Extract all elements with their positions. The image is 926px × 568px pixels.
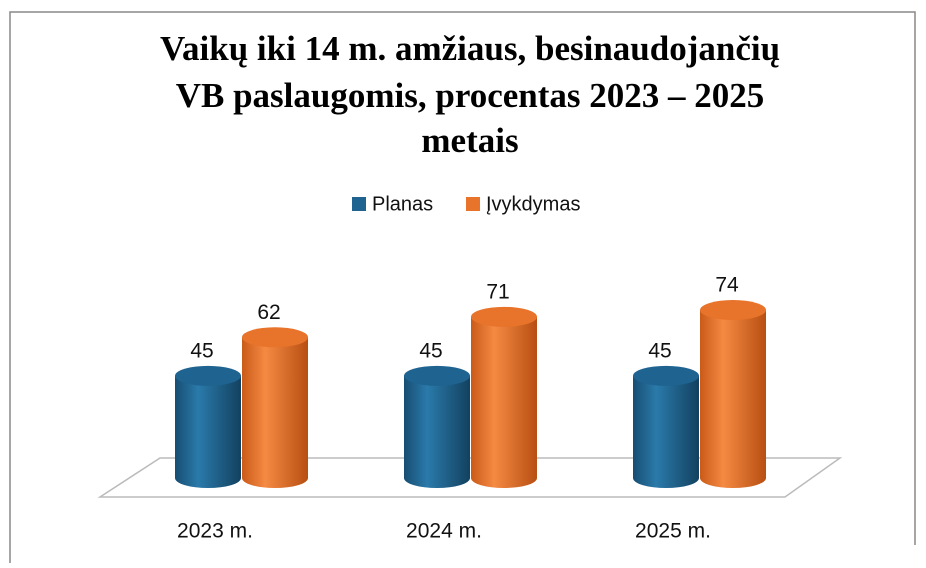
x-tick-label: 2025 m. — [635, 520, 711, 543]
x-tick-label: 2023 m. — [177, 520, 253, 543]
cylinder-top — [700, 300, 766, 321]
data-label: 62 — [257, 301, 280, 324]
chart-title: metais — [421, 121, 518, 160]
chart-title: Vaikų iki 14 m. amžiaus, besinaudojančių — [160, 29, 780, 68]
cylinder-top — [471, 306, 537, 327]
legend-swatch — [466, 197, 480, 211]
data-label: 45 — [190, 339, 213, 362]
legend-label: Planas — [372, 193, 433, 215]
cylinder — [175, 375, 241, 488]
cylinder-top — [242, 327, 308, 348]
x-tick-label: 2024 m. — [406, 520, 482, 543]
cylinder — [471, 316, 537, 488]
cylinder — [404, 375, 470, 488]
data-label: 45 — [648, 339, 671, 362]
cylinder-top — [175, 365, 241, 386]
cylinder — [700, 310, 766, 488]
data-label: 74 — [715, 274, 739, 297]
chart-title: VB paslaugomis, procentas 2023 – 2025 — [176, 76, 765, 115]
cylinder — [633, 375, 699, 488]
cylinder — [242, 337, 308, 488]
cylinder-top — [404, 365, 470, 386]
cylinder-top — [633, 365, 699, 386]
data-label: 71 — [486, 280, 509, 303]
legend-swatch — [352, 197, 366, 211]
legend-label: Įvykdymas — [486, 193, 580, 215]
frame — [9, 11, 916, 563]
data-label: 45 — [419, 339, 442, 362]
